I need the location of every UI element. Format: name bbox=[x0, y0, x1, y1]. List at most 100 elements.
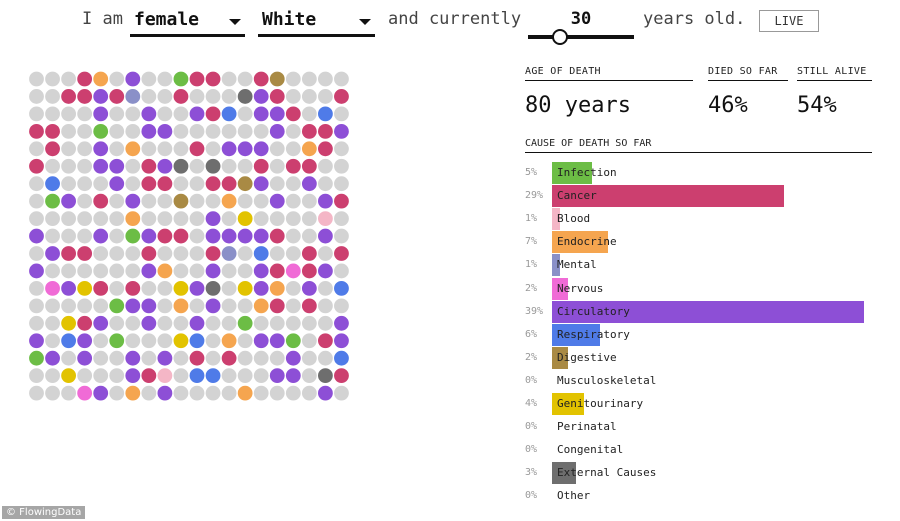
person-dot bbox=[269, 123, 285, 139]
person-dot bbox=[189, 228, 205, 244]
person-dot bbox=[318, 89, 333, 104]
person-dot bbox=[334, 158, 349, 174]
person-dot bbox=[318, 106, 333, 122]
person-dot bbox=[189, 106, 205, 122]
person-dot bbox=[61, 158, 76, 174]
live-button[interactable]: LIVE bbox=[759, 10, 819, 32]
person-dot bbox=[189, 350, 205, 366]
person-dot bbox=[77, 263, 93, 279]
person-dot bbox=[301, 246, 317, 261]
person-dot bbox=[205, 71, 221, 87]
person-dot bbox=[45, 315, 60, 331]
person-dot bbox=[45, 193, 60, 209]
person-dot bbox=[301, 176, 317, 192]
person-dot bbox=[109, 228, 125, 244]
credit-text: © FlowingData bbox=[2, 506, 86, 519]
person-dot bbox=[109, 71, 125, 87]
person-dot bbox=[93, 263, 109, 279]
person-dot bbox=[237, 350, 253, 366]
person-dot bbox=[109, 193, 125, 209]
person-dot bbox=[269, 141, 285, 157]
sex-select[interactable]: female bbox=[130, 6, 245, 37]
cause-label: Endocrine bbox=[557, 235, 617, 249]
person-dot bbox=[318, 263, 333, 279]
person-dot bbox=[189, 71, 205, 87]
cause-row: 4% Genitourinary bbox=[525, 393, 875, 415]
person-dot bbox=[29, 333, 44, 349]
person-dot bbox=[318, 71, 333, 87]
person-dot bbox=[45, 246, 60, 261]
person-dot bbox=[189, 89, 205, 104]
person-dot bbox=[253, 158, 269, 174]
cause-percent: 0% bbox=[525, 444, 538, 456]
race-select[interactable]: White bbox=[258, 6, 375, 37]
person-dot bbox=[109, 263, 125, 279]
cause-bar bbox=[552, 346, 568, 369]
person-dot bbox=[93, 193, 109, 209]
age-slider-handle[interactable] bbox=[552, 29, 568, 45]
age-of-death-stat: AGE OF DEATH 80 years bbox=[525, 66, 693, 118]
person-dot bbox=[93, 315, 109, 331]
age-of-death-label: AGE OF DEATH bbox=[525, 66, 693, 81]
person-dot bbox=[301, 298, 317, 314]
cause-label: Genitourinary bbox=[557, 397, 644, 410]
cause-row: 3% External Causes bbox=[525, 462, 875, 485]
person-dot bbox=[221, 141, 237, 157]
person-dot bbox=[77, 158, 93, 174]
person-dot bbox=[61, 193, 76, 209]
person-dot bbox=[61, 281, 76, 296]
person-dot bbox=[237, 298, 253, 314]
age-slider[interactable]: 30 bbox=[528, 6, 634, 45]
cause-label: Musculoskeletal bbox=[557, 373, 657, 387]
cause-bar bbox=[552, 300, 864, 323]
person-dot bbox=[285, 350, 301, 366]
person-dot bbox=[237, 315, 253, 331]
person-dot bbox=[301, 315, 317, 331]
person-dot bbox=[237, 228, 253, 244]
person-dot bbox=[285, 298, 301, 314]
person-dot bbox=[93, 350, 109, 366]
person-dot bbox=[45, 141, 60, 157]
person-dot bbox=[205, 263, 221, 279]
person-dot bbox=[157, 211, 173, 227]
still-alive-label: STILL ALIVE bbox=[797, 66, 872, 81]
person-dot bbox=[237, 123, 253, 139]
person-dot bbox=[334, 71, 349, 87]
person-dot bbox=[318, 158, 333, 174]
person-dot bbox=[189, 141, 205, 157]
person-dot bbox=[125, 333, 141, 349]
cause-percent: 0% bbox=[525, 421, 538, 433]
person-dot bbox=[29, 106, 44, 122]
person-dot bbox=[205, 228, 221, 244]
person-dot bbox=[109, 89, 125, 104]
person-dot bbox=[253, 298, 269, 314]
person-dot bbox=[189, 211, 205, 227]
person-dot bbox=[141, 368, 157, 384]
person-dot bbox=[221, 368, 237, 384]
age-slider-track[interactable] bbox=[528, 35, 634, 39]
person-dot bbox=[269, 281, 285, 296]
person-dot bbox=[141, 315, 157, 331]
person-dot bbox=[205, 89, 221, 104]
person-dot bbox=[61, 385, 76, 401]
person-dot bbox=[253, 350, 269, 366]
person-dot bbox=[173, 211, 189, 227]
person-dot bbox=[237, 281, 253, 296]
person-dot bbox=[253, 211, 269, 227]
person-dot bbox=[29, 298, 44, 314]
person-dot bbox=[125, 176, 141, 192]
person-dot bbox=[253, 368, 269, 384]
person-dot bbox=[29, 350, 44, 366]
person-dot bbox=[318, 350, 333, 366]
person-dot bbox=[93, 368, 109, 384]
died-so-far-label: DIED SO FAR bbox=[708, 66, 788, 81]
person-dot bbox=[253, 106, 269, 122]
person-dot bbox=[173, 368, 189, 384]
person-dot bbox=[93, 141, 109, 157]
person-dot bbox=[141, 333, 157, 349]
person-dot bbox=[125, 89, 141, 104]
person-dot bbox=[237, 211, 253, 227]
person-dot bbox=[334, 123, 349, 139]
person-dot bbox=[318, 123, 333, 139]
person-dot bbox=[237, 385, 253, 401]
